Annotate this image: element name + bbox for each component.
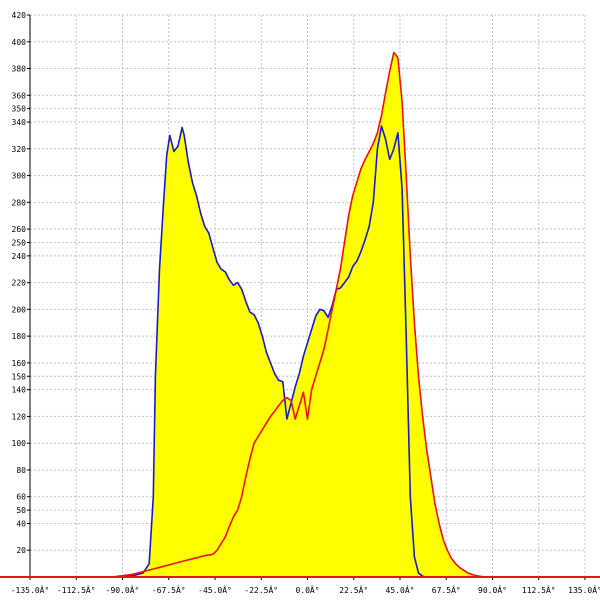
- y-tick-label: 40: [16, 519, 26, 528]
- y-tick-label: 350: [12, 105, 27, 114]
- area-fill-series-2: [30, 52, 585, 577]
- y-tick-label: 340: [12, 118, 27, 127]
- axes: [0, 14, 600, 580]
- y-tick-label: 420: [12, 11, 27, 20]
- x-tick-label: -135.0Â°: [11, 584, 50, 595]
- area-fill-series-1: [30, 126, 585, 577]
- x-tick-label: -112.5Â°: [57, 584, 96, 595]
- y-tick-label: 100: [12, 439, 27, 448]
- y-tick-label: 360: [12, 91, 27, 100]
- y-tick-label: 140: [12, 386, 27, 395]
- y-tick-label: 220: [12, 279, 27, 288]
- series-line-2: [30, 51, 585, 578]
- y-tick-label: 260: [12, 225, 27, 234]
- y-tick-label: 120: [12, 412, 27, 421]
- y-tick-label: 320: [12, 145, 27, 154]
- x-tick-label: 112.5Â°: [522, 584, 556, 595]
- y-tick-label: 60: [16, 493, 26, 502]
- y-tick-label: 80: [16, 466, 26, 475]
- y-tick-label: 250: [12, 238, 27, 247]
- y-tick-label: 20: [16, 546, 26, 555]
- x-tick-label: 0.0Â°: [295, 584, 319, 595]
- y-tick-label: 50: [16, 506, 26, 515]
- x-tick-label: -45.0Â°: [198, 584, 232, 595]
- y-tick-label: 160: [12, 359, 27, 368]
- x-tick-label: 22.5Â°: [339, 584, 368, 595]
- tick-labels: 20 40 50 60 80 100 120 140 150 160 180 200 220 240 250…: [11, 11, 600, 595]
- y-tick-label: 300: [12, 172, 27, 181]
- y-tick-label: 150: [12, 372, 27, 381]
- x-tick-label: 135.0Â°: [568, 584, 600, 595]
- y-tick-label: 200: [12, 305, 27, 314]
- x-tick-label: 90.0Â°: [478, 584, 507, 595]
- area-fill: [30, 52, 585, 577]
- y-tick-label: 280: [12, 198, 27, 207]
- y-tick-label: 240: [12, 252, 27, 261]
- x-tick-label: -67.5Â°: [152, 584, 186, 595]
- x-tick-label: 45.0Â°: [386, 584, 415, 595]
- y-tick-label: 180: [12, 332, 27, 341]
- y-tick-label: 380: [12, 65, 27, 74]
- y-tick-label: 400: [12, 38, 27, 47]
- x-tick-label: 67.5Â°: [432, 584, 461, 595]
- x-tick-label: -90.0Â°: [106, 584, 140, 595]
- x-tick-label: -22.5Â°: [244, 584, 278, 595]
